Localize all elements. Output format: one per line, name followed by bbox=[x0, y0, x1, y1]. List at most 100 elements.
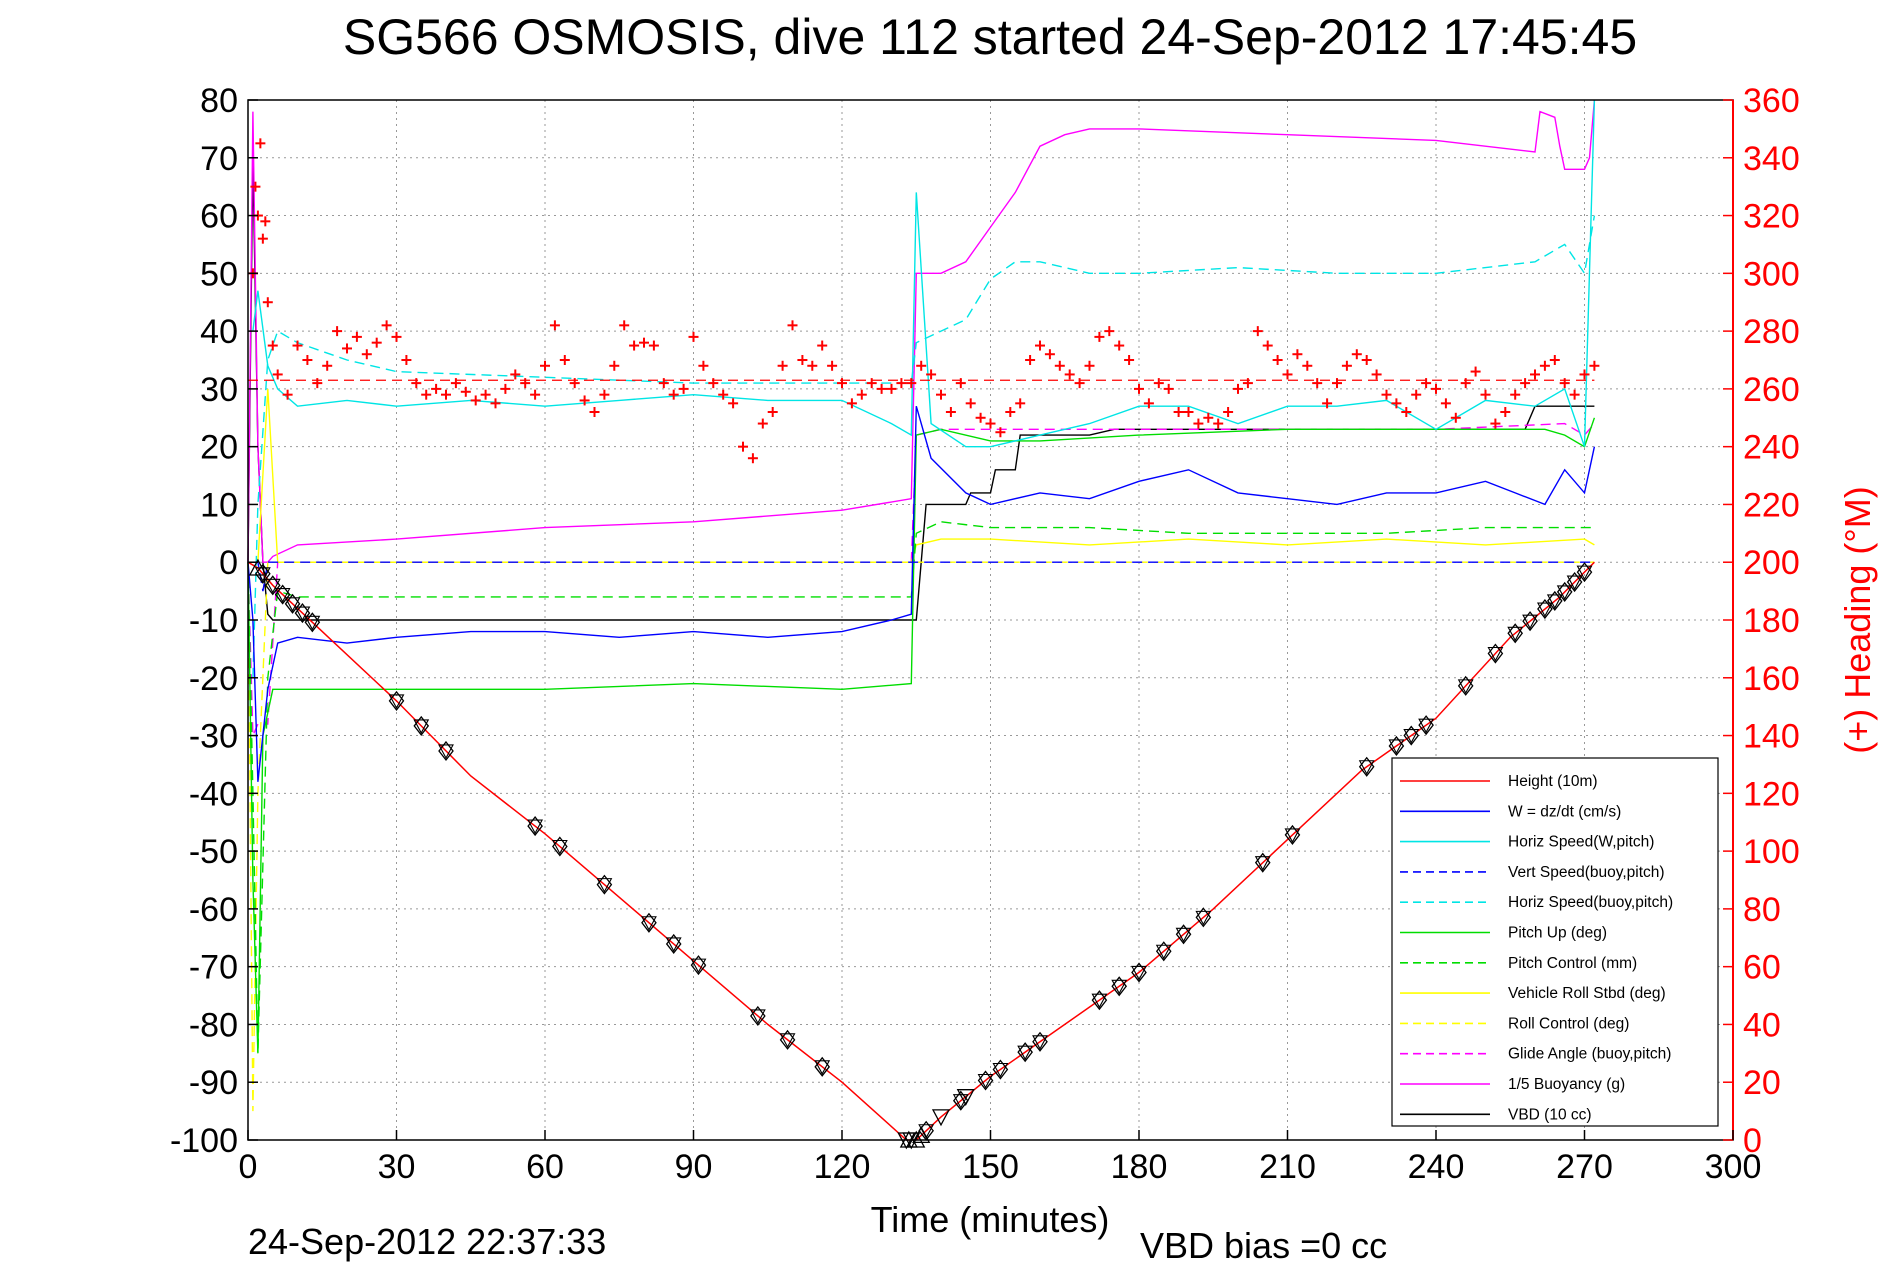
heading-point bbox=[1351, 349, 1362, 360]
heading-point bbox=[1579, 369, 1590, 380]
heading-point bbox=[856, 389, 867, 400]
left-tick-label: 60 bbox=[200, 198, 238, 236]
heading-point bbox=[1431, 383, 1441, 394]
left-tick-label: 40 bbox=[200, 313, 238, 351]
heading-point bbox=[1589, 360, 1600, 371]
sample-marker bbox=[1556, 581, 1573, 602]
heading-markers bbox=[247, 138, 1600, 464]
heading-point bbox=[569, 378, 580, 389]
heading-point bbox=[332, 326, 343, 337]
sample-marker bbox=[665, 933, 682, 954]
left-tick-label: -30 bbox=[189, 718, 238, 756]
heading-point bbox=[866, 378, 877, 389]
heading-point bbox=[738, 441, 748, 452]
right-tick-label: 340 bbox=[1743, 140, 1800, 178]
left-tick-label: -60 bbox=[189, 891, 238, 929]
heading-point bbox=[1044, 349, 1055, 360]
heading-point bbox=[846, 398, 857, 409]
heading-point bbox=[1312, 378, 1323, 389]
heading-point bbox=[916, 360, 927, 371]
heading-point bbox=[1460, 378, 1471, 389]
heading-point bbox=[1005, 407, 1016, 417]
sample-marker bbox=[1017, 1042, 1034, 1063]
right-tick-label: 220 bbox=[1743, 486, 1800, 524]
legend-box bbox=[1391, 757, 1719, 1127]
heading-point bbox=[1559, 378, 1570, 389]
heading-point bbox=[260, 216, 271, 227]
x-tick-label: 240 bbox=[1408, 1148, 1465, 1186]
sample-marker bbox=[304, 612, 321, 633]
heading-point bbox=[559, 355, 570, 365]
heading-point bbox=[1143, 398, 1154, 409]
sample-marker bbox=[1536, 598, 1553, 620]
legend-item: Roll Control (deg) bbox=[1400, 1015, 1629, 1032]
left-tick-label: 30 bbox=[200, 371, 238, 409]
heading-point bbox=[906, 378, 917, 389]
left-tick-label: 20 bbox=[200, 429, 238, 467]
heading-point bbox=[1262, 340, 1273, 351]
left-tick-label: -90 bbox=[189, 1064, 238, 1102]
heading-point bbox=[257, 233, 268, 244]
heading-point bbox=[1539, 360, 1550, 371]
right-tick-label: 280 bbox=[1743, 313, 1800, 351]
series-line bbox=[247, 561, 1595, 1112]
heading-point bbox=[262, 297, 273, 308]
heading-point bbox=[470, 395, 481, 406]
heading-point bbox=[777, 360, 788, 371]
heading-point bbox=[579, 395, 590, 406]
heading-point bbox=[837, 378, 847, 389]
heading-point bbox=[1134, 383, 1144, 394]
x-tick-label: 60 bbox=[526, 1148, 564, 1186]
legend-item: 1/5 Buoyancy (g) bbox=[1400, 1076, 1625, 1093]
heading-point bbox=[381, 320, 392, 331]
sample-marker bbox=[1418, 715, 1435, 736]
legend-item: Vehicle Roll Stbd (deg) bbox=[1400, 985, 1666, 1002]
sample-marker bbox=[264, 575, 281, 596]
sample-marker bbox=[1457, 675, 1474, 696]
heading-point bbox=[787, 320, 798, 331]
heading-point bbox=[1252, 326, 1263, 337]
heading-point bbox=[250, 181, 261, 192]
x-tick-label: 120 bbox=[814, 1148, 871, 1186]
sample-marker bbox=[1576, 562, 1593, 583]
heading-point bbox=[955, 378, 966, 389]
heading-point bbox=[1401, 407, 1412, 417]
right-tick-label: 20 bbox=[1743, 1064, 1781, 1102]
heading-point bbox=[975, 412, 986, 423]
left-tick-label: 70 bbox=[200, 140, 238, 178]
heading-point bbox=[1381, 389, 1392, 400]
legend-label: Vehicle Roll Stbd (deg) bbox=[1508, 985, 1666, 1002]
heading-point bbox=[1233, 383, 1243, 394]
heading-point bbox=[747, 453, 758, 464]
heading-point bbox=[371, 337, 382, 348]
heading-point bbox=[411, 378, 422, 389]
heading-point bbox=[549, 320, 560, 331]
heading-point bbox=[1242, 378, 1253, 389]
heading-point bbox=[1450, 412, 1461, 423]
legend-item: Glide Angle (buoy,pitch) bbox=[1400, 1046, 1671, 1063]
sample-marker bbox=[274, 584, 291, 605]
heading-point bbox=[267, 340, 278, 351]
legend: Height (10m) W = dz/dt (cm/s) Horiz Speed(… bbox=[1391, 757, 1719, 1127]
heading-point bbox=[1203, 412, 1214, 423]
right-tick-label: 120 bbox=[1743, 775, 1800, 813]
heading-point bbox=[876, 383, 887, 394]
sample-marker bbox=[551, 836, 568, 857]
heading-point bbox=[302, 355, 313, 365]
heading-point bbox=[1530, 369, 1540, 380]
heading-point bbox=[255, 138, 266, 149]
heading-point bbox=[1510, 389, 1521, 400]
right-tick-label: 360 bbox=[1743, 82, 1800, 120]
legend-item: Vert Speed(buoy,pitch) bbox=[1400, 864, 1665, 881]
sample-marker bbox=[779, 1029, 796, 1050]
heading-point bbox=[460, 386, 471, 397]
sample-marker bbox=[690, 955, 707, 976]
heading-point bbox=[1470, 366, 1481, 377]
heading-point bbox=[1500, 407, 1511, 417]
heading-point bbox=[490, 398, 501, 409]
heading-point bbox=[1074, 378, 1085, 389]
sample-marker bbox=[1254, 852, 1271, 873]
heading-point bbox=[1153, 378, 1164, 389]
heading-point bbox=[272, 369, 283, 380]
